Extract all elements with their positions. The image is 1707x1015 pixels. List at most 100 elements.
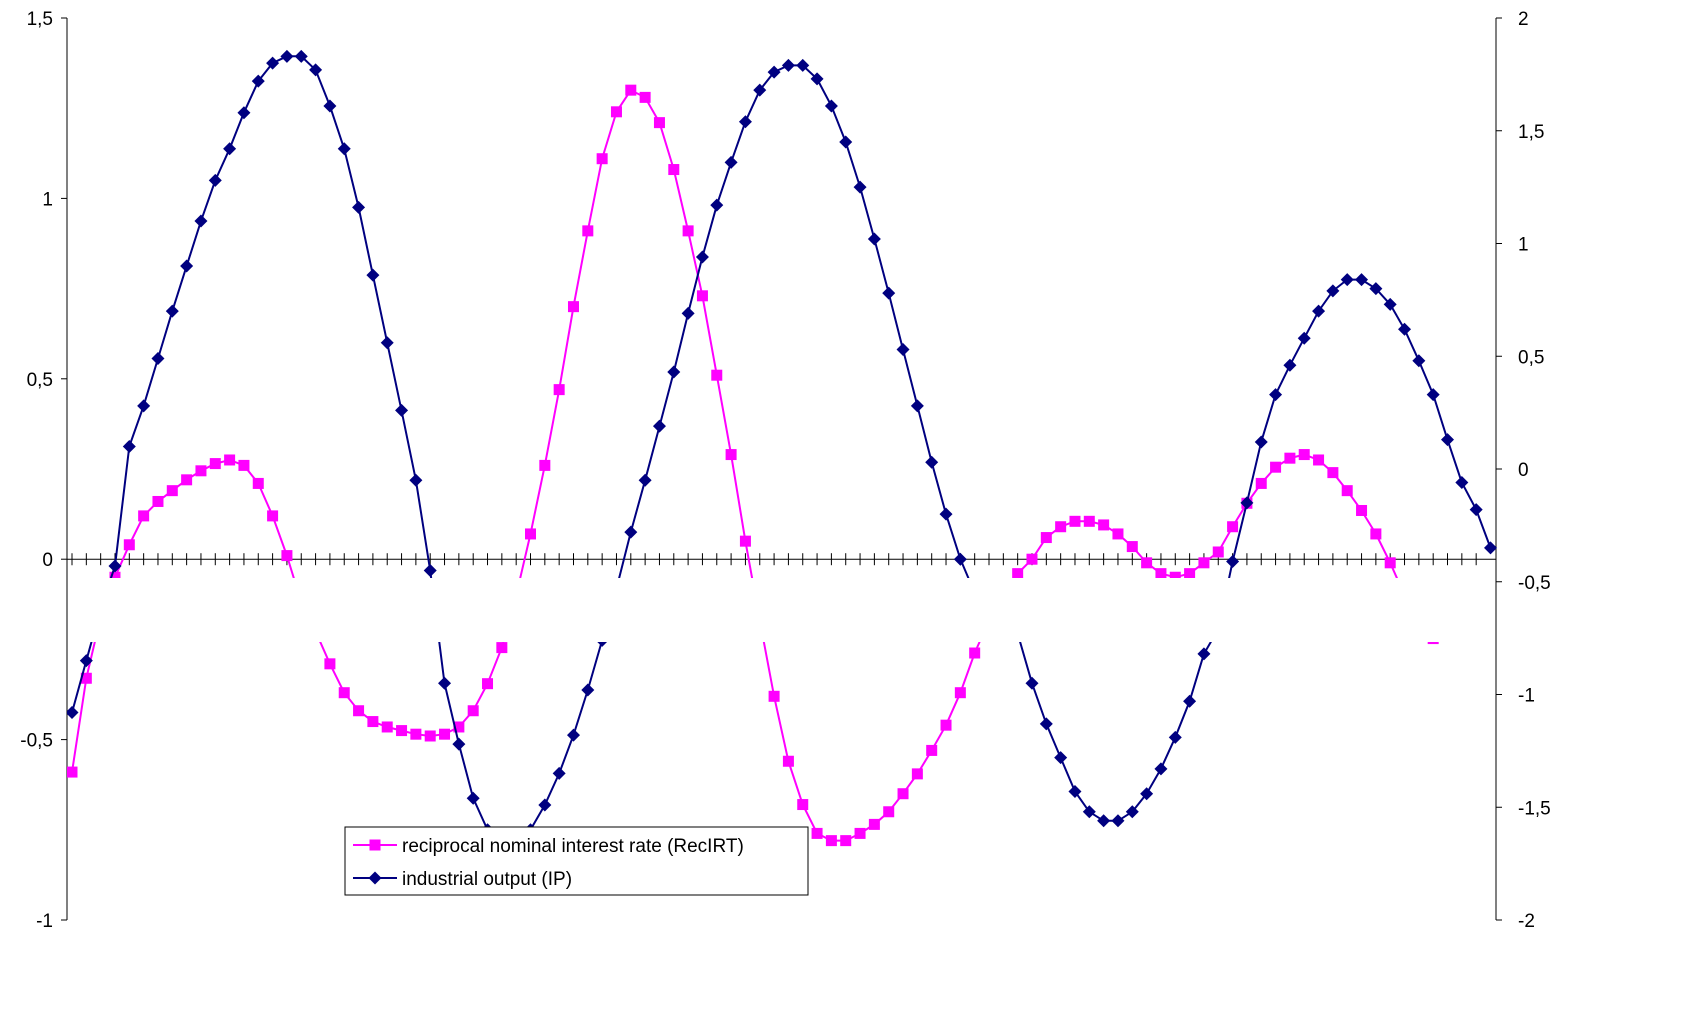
data-point-ip	[452, 737, 466, 751]
data-point-recirt	[1141, 557, 1153, 569]
data-point-ip	[1054, 751, 1068, 765]
left-axis-tick-label: 0,5	[27, 370, 53, 391]
data-point-ip	[122, 439, 136, 453]
data-point-recirt	[1384, 557, 1396, 569]
data-point-recirt	[653, 117, 665, 129]
data-point-ip	[294, 49, 308, 63]
data-point-recirt	[281, 550, 293, 562]
data-point-ip	[323, 99, 337, 113]
data-point-recirt	[1184, 568, 1196, 580]
data-point-recirt	[1370, 528, 1382, 540]
data-point-ip	[624, 525, 638, 539]
data-point-ip	[151, 352, 165, 366]
data-point-ip	[1226, 554, 1240, 568]
left-axis-tick-label: -1	[36, 911, 53, 932]
data-point-recirt	[1069, 515, 1081, 527]
right-axis-tick-label: -2	[1518, 911, 1535, 932]
data-point-recirt	[338, 687, 350, 699]
data-point-recirt	[739, 535, 751, 547]
data-point-recirt	[166, 485, 178, 497]
data-point-ip	[1398, 322, 1412, 336]
data-point-ip	[552, 766, 566, 780]
data-point-ip	[896, 342, 910, 356]
data-point-ip	[337, 142, 351, 156]
data-point-recirt	[567, 301, 579, 313]
data-point-recirt	[67, 766, 78, 778]
data-point-recirt	[1313, 454, 1325, 466]
data-point-ip	[1469, 503, 1483, 517]
data-point-ip	[1269, 388, 1283, 402]
data-point-ip	[824, 99, 838, 113]
data-point-recirt	[1327, 467, 1339, 479]
data-point-recirt	[1356, 504, 1368, 516]
data-point-ip	[796, 58, 810, 72]
right-axis-tick-label: 2	[1518, 9, 1529, 30]
data-point-ip	[1297, 331, 1311, 345]
data-point-recirt	[969, 647, 981, 659]
data-point-recirt	[1026, 553, 1038, 565]
data-point-recirt	[639, 91, 651, 103]
data-point-ip	[1154, 762, 1168, 776]
data-point-ip	[466, 791, 480, 805]
data-point-ip	[423, 563, 437, 577]
data-point-ip	[581, 683, 595, 697]
data-point-recirt	[811, 827, 823, 839]
data-point-recirt	[453, 721, 465, 733]
data-point-recirt	[1112, 528, 1124, 540]
data-point-recirt	[1012, 568, 1024, 580]
axes-layer: 1,5 1 0,5 0 -0,5 -1 2 1,5 1 0,5 0 -0,5 -1 -1,5 -2	[20, 9, 1551, 932]
data-point-ip	[939, 507, 953, 521]
data-point-ip	[223, 142, 237, 156]
data-point-ip	[280, 49, 294, 63]
data-point-recirt	[195, 465, 207, 477]
data-point-ip	[1412, 354, 1426, 368]
data-point-recirt	[883, 806, 895, 818]
plot-gap-band	[68, 578, 1495, 642]
data-point-ip	[1369, 282, 1383, 296]
data-point-ip	[1039, 717, 1053, 731]
data-point-ip	[1068, 784, 1082, 798]
data-point-recirt	[539, 459, 551, 471]
data-point-recirt	[897, 788, 909, 800]
data-point-recirt	[209, 458, 221, 470]
data-point-recirt	[954, 687, 966, 699]
left-axis-tick-label: 1,5	[27, 9, 53, 30]
data-point-recirt	[797, 799, 809, 811]
data-point-ip	[1441, 433, 1455, 447]
data-point-recirt	[682, 225, 694, 237]
data-point-ip	[1168, 730, 1182, 744]
data-point-recirt	[1227, 521, 1239, 533]
data-point-recirt	[625, 84, 637, 96]
data-point-ip	[165, 304, 179, 318]
data-point-recirt	[1155, 568, 1167, 580]
data-point-recirt	[1083, 515, 1095, 527]
right-axis-tick-label: -1,5	[1518, 798, 1551, 819]
data-point-recirt	[424, 730, 436, 742]
data-point-recirt	[181, 474, 193, 486]
data-point-recirt	[582, 225, 594, 237]
data-point-ip	[925, 455, 939, 469]
data-point-recirt	[1212, 546, 1224, 558]
right-axis-tick-label: -0,5	[1518, 573, 1551, 594]
data-point-recirt	[1198, 557, 1210, 569]
data-point-ip	[767, 65, 781, 79]
data-point-ip	[108, 559, 122, 573]
data-point-ip	[1455, 476, 1469, 490]
series-line-recirt	[71, 88, 1435, 842]
data-point-recirt	[152, 495, 164, 507]
data-point-ip	[395, 403, 409, 417]
data-point-ip	[681, 306, 695, 320]
data-point-ip	[1326, 284, 1340, 298]
data-point-ip	[380, 336, 394, 350]
data-point-recirt	[840, 835, 852, 847]
data-point-recirt	[1098, 519, 1110, 531]
data-point-ip	[180, 259, 194, 273]
data-point-recirt	[1341, 485, 1353, 497]
data-point-recirt	[1255, 477, 1267, 489]
data-point-recirt	[596, 153, 608, 165]
data-point-ip	[1183, 694, 1197, 708]
data-point-ip	[1111, 814, 1125, 828]
data-point-recirt	[1055, 521, 1067, 533]
data-point-recirt	[109, 571, 121, 583]
